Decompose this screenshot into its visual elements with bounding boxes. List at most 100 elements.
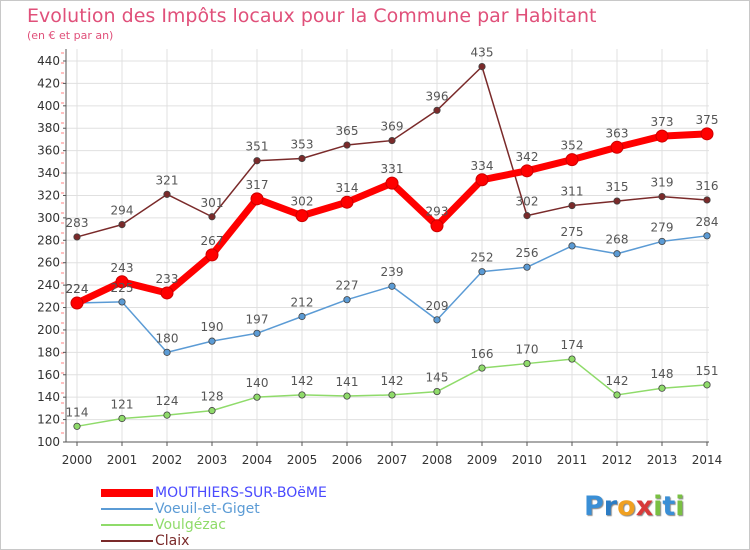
data-label: 316: [696, 179, 719, 193]
data-point: [700, 127, 714, 141]
data-point: [205, 248, 219, 262]
data-label: 121: [111, 397, 134, 411]
data-point: [388, 391, 396, 399]
data-label: 334: [471, 159, 494, 173]
data-point: [430, 219, 444, 233]
x-tick-label: 2001: [107, 453, 138, 467]
data-label: 435: [471, 46, 494, 60]
data-label: 284: [696, 215, 719, 229]
legend-item-0[interactable]: MOUTHIERS-SUR-BOëME: [101, 485, 501, 501]
series-lines: [70, 63, 714, 430]
data-point: [433, 387, 441, 396]
y-tick-label: 420: [37, 76, 60, 90]
x-tick-label: 2009: [467, 453, 498, 467]
data-point: [163, 411, 171, 419]
data-point: [340, 195, 354, 209]
data-point: [73, 422, 81, 430]
legend-label-0: MOUTHIERS-SUR-BOëME: [155, 485, 327, 501]
y-tick-label: 100: [37, 435, 60, 449]
data-label: 353: [291, 137, 314, 151]
data-label: 373: [651, 115, 674, 129]
logo-letter: i: [653, 491, 663, 522]
y-tick-label: 440: [37, 54, 60, 68]
data-label: 197: [246, 312, 269, 326]
data-label: 252: [471, 251, 494, 265]
y-tick-label: 360: [37, 144, 60, 158]
logo-letter: i: [675, 491, 685, 522]
data-label: 148: [651, 367, 674, 381]
data-point: [118, 298, 126, 306]
data-label: 256: [516, 246, 539, 260]
y-tick-label: 140: [37, 390, 60, 404]
data-label: 268: [606, 233, 629, 247]
chart-subtitle: (en € et par an): [27, 29, 114, 42]
legend-swatch-0: [101, 489, 153, 497]
data-point: [253, 157, 261, 165]
data-label: 317: [246, 178, 269, 192]
data-label: 311: [561, 185, 584, 199]
legend-label-1: Voeuil-et-Giget: [155, 501, 260, 517]
data-point: [523, 359, 531, 368]
data-label: 212: [291, 295, 314, 309]
legend-item-2[interactable]: Voulgézac: [101, 517, 501, 533]
legend: MOUTHIERS-SUR-BOëME Voeuil-et-Giget Voul…: [101, 485, 501, 549]
data-point: [253, 393, 261, 401]
legend-swatch-1: [101, 508, 153, 510]
data-label: 342: [516, 150, 539, 164]
logo-letter: o: [617, 491, 636, 522]
data-label: 180: [156, 331, 179, 345]
data-label: 142: [291, 374, 314, 388]
data-point: [568, 242, 576, 250]
data-point: [253, 329, 261, 337]
data-label: 225: [111, 281, 134, 295]
x-tick-label: 2012: [602, 453, 633, 467]
grid-lines: [66, 49, 709, 443]
data-point: [613, 197, 621, 205]
data-label: 128: [201, 390, 224, 404]
data-label: 351: [246, 140, 269, 154]
data-point: [703, 381, 711, 389]
legend-item-1[interactable]: Voeuil-et-Giget: [101, 501, 501, 517]
data-label: 363: [606, 126, 629, 140]
x-tick-label: 2010: [512, 453, 543, 467]
data-point: [388, 282, 396, 290]
data-label: 239: [381, 265, 404, 279]
data-point: [655, 129, 669, 143]
data-labels: 224 243 233 267 317 302 314 331 293 334 342 352 363 3…: [66, 46, 719, 420]
data-point: [433, 106, 441, 114]
data-point: [658, 384, 666, 392]
y-tick-label: 220: [37, 301, 60, 315]
data-point: [433, 316, 441, 324]
data-label: 302: [516, 195, 539, 209]
y-tick-label: 280: [37, 233, 60, 247]
data-point: [703, 232, 711, 240]
y-tick-label: 260: [37, 256, 60, 270]
y-tick-label: 340: [37, 166, 60, 180]
data-label: 140: [246, 376, 269, 390]
x-tick-label: 2013: [647, 453, 678, 467]
data-label: 283: [66, 216, 89, 230]
data-point: [70, 296, 84, 310]
data-point: [208, 213, 216, 221]
data-label: 279: [651, 220, 674, 234]
data-label: 114: [66, 405, 89, 419]
legend-item-3[interactable]: Claix: [101, 533, 501, 549]
data-point: [208, 337, 216, 345]
data-point: [478, 268, 486, 276]
x-tick-label: 2000: [62, 453, 93, 467]
data-point: [298, 391, 306, 399]
data-point: [343, 296, 351, 304]
data-label: 294: [111, 204, 134, 218]
data-label: 396: [426, 89, 449, 103]
data-label: 375: [696, 113, 719, 127]
legend-swatch-3: [101, 540, 153, 542]
data-label: 352: [561, 139, 584, 153]
x-tick-label: 2003: [197, 453, 228, 467]
x-tick-label: 2011: [557, 453, 588, 467]
data-label: 233: [156, 272, 179, 286]
data-point: [343, 392, 351, 400]
data-label: 145: [426, 371, 449, 385]
data-label: 170: [516, 343, 539, 357]
data-label: 227: [336, 279, 359, 293]
